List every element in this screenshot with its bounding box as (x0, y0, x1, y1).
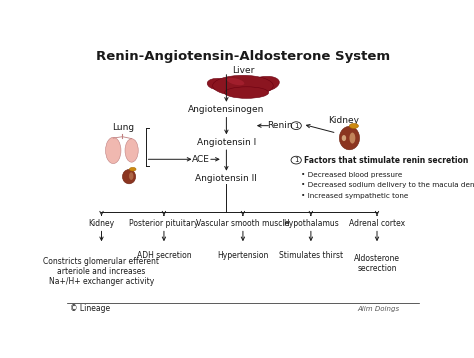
Text: Lung: Lung (112, 122, 135, 131)
Text: Angiotensinogen: Angiotensinogen (188, 105, 264, 114)
Ellipse shape (225, 87, 269, 98)
Ellipse shape (342, 135, 346, 141)
Text: ADH secretion: ADH secretion (137, 251, 191, 260)
Text: Hypertension: Hypertension (217, 251, 269, 260)
Text: Liver: Liver (232, 66, 254, 75)
Text: Adrenal cortex: Adrenal cortex (349, 219, 405, 228)
Text: 1: 1 (294, 157, 299, 163)
Text: Constricts glomerular efferent
arteriole and increases
Na+/H+ exchanger activity: Constricts glomerular efferent arteriole… (44, 257, 159, 286)
Ellipse shape (129, 168, 136, 171)
Text: ACE: ACE (192, 155, 210, 164)
Ellipse shape (129, 172, 134, 180)
Ellipse shape (213, 75, 273, 96)
Ellipse shape (106, 137, 121, 164)
Text: Aldosterone
secrection: Aldosterone secrection (354, 254, 400, 273)
Ellipse shape (349, 132, 356, 144)
Text: Vascular smooth muscle: Vascular smooth muscle (196, 219, 290, 228)
Text: Hypothalamus: Hypothalamus (283, 219, 339, 228)
Ellipse shape (125, 139, 138, 162)
Text: Stimulates thirst: Stimulates thirst (279, 251, 343, 260)
Text: Kidney: Kidney (89, 219, 115, 228)
Text: • Decreased sodium delivery to the macula densa: • Decreased sodium delivery to the macul… (301, 182, 474, 188)
Ellipse shape (247, 76, 279, 92)
Ellipse shape (227, 78, 244, 85)
Text: • Decreased blood pressure: • Decreased blood pressure (301, 172, 402, 178)
Text: Alim Doings: Alim Doings (358, 306, 400, 312)
Text: 1: 1 (294, 123, 299, 129)
Text: Kidney: Kidney (328, 116, 359, 125)
Ellipse shape (122, 169, 136, 184)
Text: © Lineage: © Lineage (70, 304, 110, 313)
Text: Angiotensin II: Angiotensin II (195, 174, 257, 183)
Text: Angiotensin I: Angiotensin I (197, 138, 256, 147)
Ellipse shape (339, 126, 360, 150)
Text: Renin: Renin (267, 121, 292, 130)
Ellipse shape (207, 78, 231, 90)
Text: Renin-Angiotensin-Aldosterone System: Renin-Angiotensin-Aldosterone System (96, 50, 390, 63)
Text: Posterior pituitary: Posterior pituitary (129, 219, 199, 228)
Text: Factors that stimulate renin secretion: Factors that stimulate renin secretion (304, 156, 469, 165)
Ellipse shape (349, 124, 358, 129)
Text: • Increased sympathetic tone: • Increased sympathetic tone (301, 193, 408, 199)
